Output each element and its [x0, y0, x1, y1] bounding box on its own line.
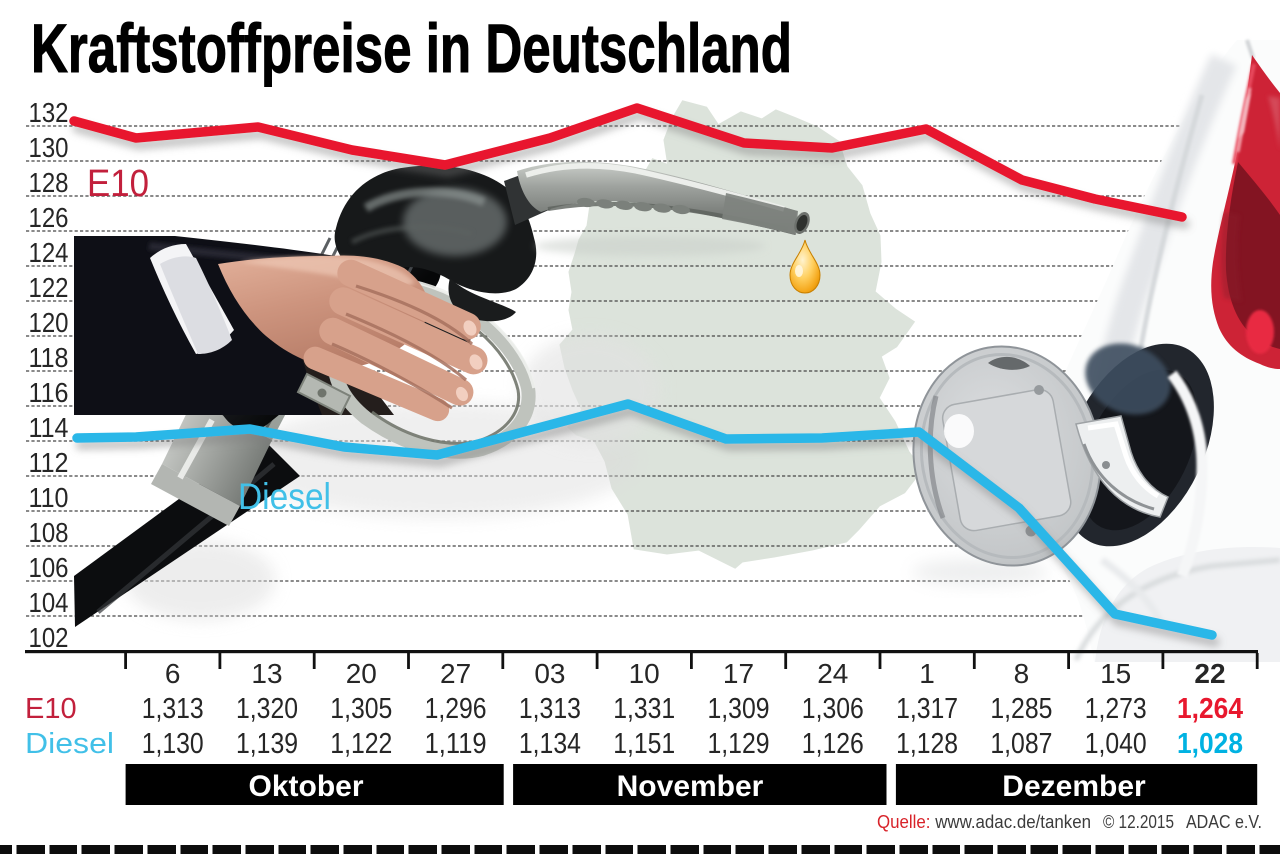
svg-text:1,285: 1,285	[990, 693, 1052, 725]
svg-text:128: 128	[29, 167, 69, 198]
svg-text:24: 24	[817, 658, 848, 689]
svg-text:1,273: 1,273	[1085, 693, 1147, 725]
svg-text:6: 6	[165, 658, 181, 689]
svg-text:1,309: 1,309	[708, 693, 770, 725]
svg-text:104: 104	[29, 587, 69, 618]
svg-text:27: 27	[440, 658, 471, 689]
svg-text:1: 1	[919, 658, 935, 689]
svg-text:126: 126	[29, 202, 69, 233]
svg-text:20: 20	[346, 658, 377, 689]
svg-text:122: 122	[29, 272, 69, 303]
svg-text:132: 132	[29, 97, 69, 128]
svg-text:1,128: 1,128	[896, 728, 958, 760]
svg-text:1,122: 1,122	[330, 728, 392, 760]
svg-text:106: 106	[29, 552, 69, 583]
svg-text:1,028: 1,028	[1177, 728, 1243, 760]
svg-text:114: 114	[29, 412, 69, 443]
svg-text:1,129: 1,129	[708, 728, 770, 760]
svg-text:Oktober: Oktober	[248, 770, 363, 803]
svg-text:110: 110	[29, 482, 69, 513]
svg-text:1,040: 1,040	[1085, 728, 1147, 760]
svg-text:Diesel: Diesel	[238, 476, 331, 517]
svg-text:108: 108	[29, 517, 69, 548]
svg-text:1,151: 1,151	[613, 728, 675, 760]
svg-text:1,306: 1,306	[802, 693, 864, 725]
svg-text:Dezember: Dezember	[1002, 770, 1146, 803]
svg-text:1,305: 1,305	[330, 693, 392, 725]
svg-text:1,134: 1,134	[519, 728, 581, 760]
svg-text:03: 03	[534, 658, 565, 689]
svg-text:E10: E10	[87, 163, 149, 205]
svg-text:116: 116	[29, 377, 69, 408]
svg-text:1,320: 1,320	[236, 693, 298, 725]
svg-text:© 12.2015: © 12.2015	[1103, 812, 1174, 832]
svg-text:E10: E10	[25, 693, 77, 725]
svg-text:17: 17	[723, 658, 754, 689]
svg-text:1,126: 1,126	[802, 728, 864, 760]
svg-text:112: 112	[29, 447, 69, 478]
svg-text:1,296: 1,296	[425, 693, 487, 725]
svg-text:15: 15	[1100, 658, 1131, 689]
svg-text:130: 130	[29, 132, 69, 163]
svg-text:120: 120	[29, 307, 69, 338]
svg-text:November: November	[617, 770, 764, 803]
svg-text:1,264: 1,264	[1177, 693, 1243, 725]
svg-text:1,087: 1,087	[990, 728, 1052, 760]
svg-text:118: 118	[29, 342, 69, 373]
svg-text:1,139: 1,139	[236, 728, 298, 760]
svg-text:102: 102	[29, 622, 69, 653]
svg-text:1,313: 1,313	[519, 693, 581, 725]
svg-text:Diesel: Diesel	[25, 728, 114, 760]
svg-text:13: 13	[251, 658, 282, 689]
svg-text:22: 22	[1194, 658, 1225, 689]
svg-text:1,331: 1,331	[613, 693, 675, 725]
svg-text:124: 124	[29, 237, 69, 268]
svg-text:1,313: 1,313	[142, 693, 204, 725]
svg-text:ADAC e.V.: ADAC e.V.	[1186, 812, 1262, 832]
svg-text:Kraftstoffpreise in Deutschlan: Kraftstoffpreise in Deutschland	[31, 10, 792, 87]
svg-text:1,317: 1,317	[896, 693, 958, 725]
svg-text:1,130: 1,130	[142, 728, 204, 760]
svg-text:Quelle: www.adac.de/tanken: Quelle: www.adac.de/tanken	[877, 812, 1091, 832]
svg-text:8: 8	[1014, 658, 1030, 689]
svg-text:1,119: 1,119	[425, 728, 487, 760]
svg-text:10: 10	[629, 658, 660, 689]
